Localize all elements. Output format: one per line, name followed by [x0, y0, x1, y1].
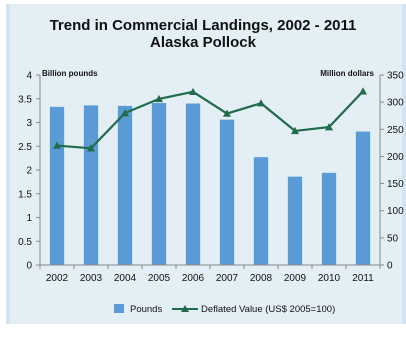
legend-marker-value	[181, 305, 189, 312]
legend-swatch-pounds	[114, 304, 124, 313]
bar-2003	[83, 105, 99, 266]
left-tick-label: 2	[26, 166, 32, 177]
x-tick-label: 2008	[250, 273, 273, 284]
value-marker-2011	[359, 87, 367, 95]
left-tick-label: 3.5	[18, 94, 32, 105]
bar-2011	[355, 131, 371, 265]
legend-label-pounds: Pounds	[130, 304, 162, 315]
left-tick-label: 1	[26, 213, 32, 224]
x-tick-label: 2011	[352, 273, 374, 284]
plot-area: 0 0.5 1 1.5 2 2.5 3 3.5 4 0 50 100 150 200 250 300 350 20…	[18, 71, 404, 285]
right-tick-label: 100	[387, 206, 404, 217]
value-marker-2006	[189, 87, 197, 96]
chart-title: Trend in Commercial Landings, 2002 - 201…	[50, 17, 357, 34]
bar-2005	[151, 103, 167, 265]
left-tick-label: 0	[26, 261, 32, 272]
bar-2004	[117, 105, 133, 266]
left-axis-title: Billion pounds	[42, 69, 98, 78]
right-tick-label: 250	[387, 125, 404, 136]
x-tick-label: 2004	[114, 273, 137, 284]
bar-2009	[287, 176, 303, 265]
chart-panel	[6, 4, 406, 324]
value-marker-2002	[53, 141, 61, 149]
value-marker-2005	[155, 94, 163, 103]
right-tick-label: 350	[387, 71, 404, 82]
bar-2007	[219, 119, 235, 266]
x-tick-label: 2010	[318, 273, 341, 284]
value-marker-2003	[87, 144, 95, 152]
right-axis-title: Million dollars	[320, 69, 374, 78]
value-marker-2007	[223, 109, 231, 117]
x-tick-label: 2009	[284, 273, 307, 284]
right-tick-label: 50	[387, 233, 399, 244]
right-tick-label: 0	[387, 261, 393, 272]
value-marker-2004	[121, 109, 129, 117]
x-tick-label: 2002	[46, 273, 69, 284]
left-tick-label: 2.5	[18, 142, 32, 153]
left-tick-label: 4	[26, 71, 32, 82]
right-tick-label: 300	[387, 98, 404, 109]
left-tick-label: 0.5	[18, 237, 32, 248]
left-tick-label: 1.5	[18, 189, 32, 200]
bar-2006	[185, 103, 201, 265]
value-marker-2009	[291, 126, 299, 135]
value-marker-2010	[325, 123, 333, 131]
bar-2002	[49, 106, 65, 265]
value-marker-2008	[257, 99, 265, 107]
right-tick-label: 150	[387, 179, 404, 190]
legend-label-value: Deflated Value (US$ 2005=100)	[201, 304, 335, 315]
x-tick-label: 2003	[80, 273, 103, 284]
bar-2010	[321, 172, 337, 265]
left-tick-label: 3	[26, 118, 32, 129]
legend: Pounds Deflated Value (US$ 2005=100)	[114, 304, 335, 315]
chart-subtitle: Alaska Pollock	[150, 34, 257, 51]
x-tick-label: 2005	[148, 273, 171, 284]
right-tick-label: 200	[387, 152, 404, 163]
value-line	[56, 90, 364, 150]
x-tick-label: 2006	[182, 273, 205, 284]
bar-2008	[253, 157, 269, 265]
x-tick-label: 2007	[216, 273, 239, 284]
